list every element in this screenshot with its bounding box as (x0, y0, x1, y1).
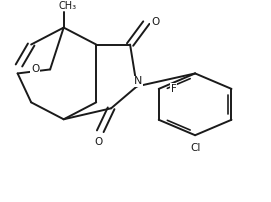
Text: O: O (94, 137, 102, 147)
Text: O: O (31, 64, 39, 75)
Text: Cl: Cl (190, 143, 200, 153)
Text: CH₃: CH₃ (59, 1, 77, 11)
Text: N: N (134, 76, 142, 86)
Text: F: F (171, 84, 177, 94)
Text: O: O (151, 17, 159, 27)
